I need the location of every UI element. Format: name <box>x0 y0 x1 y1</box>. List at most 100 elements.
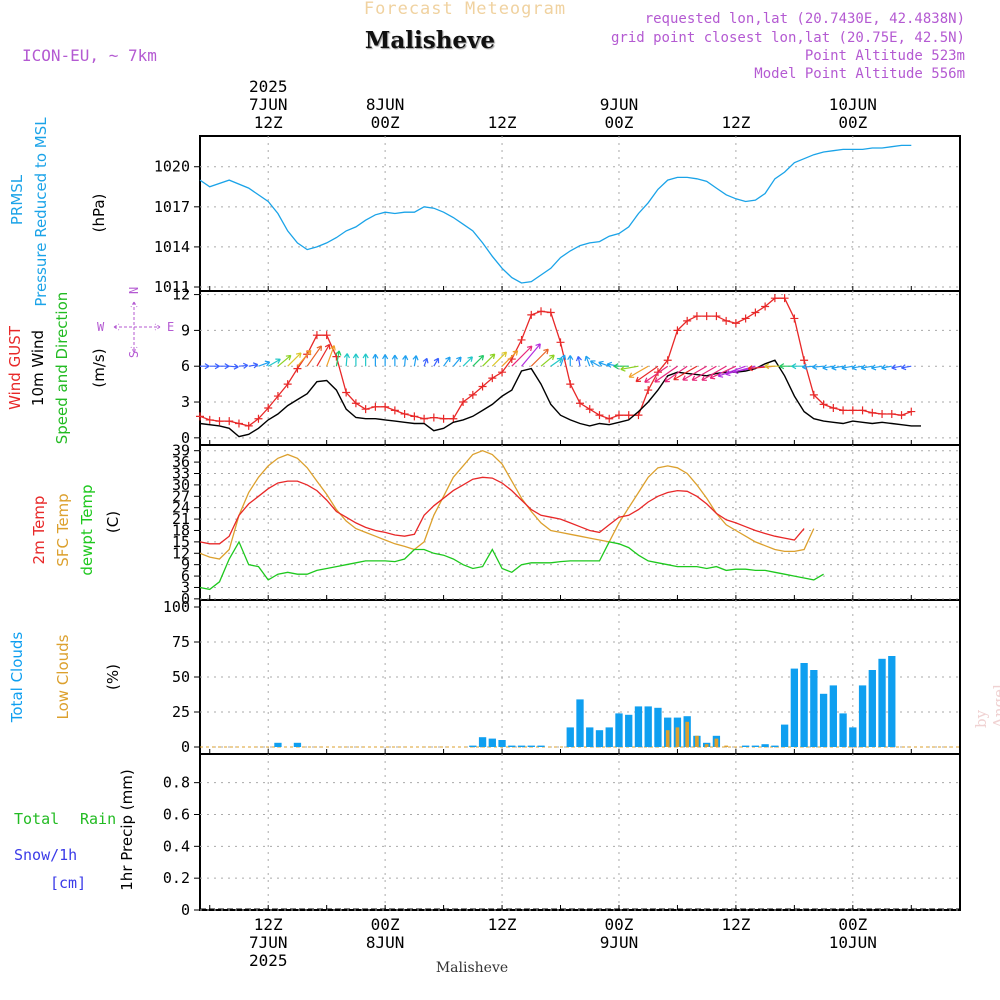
gust-marker <box>215 417 224 426</box>
total-cloud-bar <box>634 706 643 747</box>
wind-arrow <box>462 356 473 367</box>
ytick-label: 12 <box>172 286 190 304</box>
gust-marker <box>839 406 848 415</box>
total-cloud-bar <box>741 745 750 747</box>
gust-marker <box>517 335 526 344</box>
wind-arrow <box>296 349 312 367</box>
gust-marker <box>848 406 857 415</box>
wind-arrow <box>352 353 359 367</box>
compass-n: N <box>127 287 141 294</box>
total-cloud-bar <box>595 730 604 747</box>
total-cloud-bar <box>654 707 662 747</box>
wind-arrow <box>620 365 639 372</box>
low-cloud-bar <box>675 727 680 747</box>
top-time-label: 12Z <box>488 113 517 132</box>
point-altitude: Point Altitude 523m <box>805 48 965 64</box>
ytick-label: 0.4 <box>163 837 190 855</box>
top-time-label: 12Z <box>721 113 750 132</box>
wind-arrow <box>200 363 210 370</box>
grid-point-coords: grid point closest lon,lat (20.75E, 42.5… <box>611 30 965 46</box>
total-cloud-bar <box>751 745 760 747</box>
wind-arrow <box>209 363 220 370</box>
gust-marker <box>546 308 555 317</box>
wind-arrow <box>701 365 727 381</box>
gust-marker <box>556 338 565 347</box>
ytick-label: 0.8 <box>163 774 190 792</box>
total-cloud-bar <box>293 742 302 747</box>
gust-marker <box>234 419 243 428</box>
ytick-label: 36 <box>172 453 190 471</box>
total-cloud-bar <box>790 668 799 747</box>
wind-arrow <box>229 363 239 370</box>
ytick-label: 1020 <box>154 158 190 176</box>
wind-arrow <box>472 354 485 367</box>
model-label: ICON-EU, ~ 7km <box>22 46 157 65</box>
wind-arrow <box>709 365 737 380</box>
dewpoint-title: dewpt Temp <box>78 484 96 575</box>
model-altitude: Model Point Altitude 556m <box>754 66 965 82</box>
ytick-label: 18 <box>172 521 190 539</box>
panel-frames <box>199 135 961 911</box>
wind-arrow <box>316 343 331 367</box>
total-cloud-bar <box>810 670 818 747</box>
pressure-line <box>199 144 912 284</box>
gust-marker <box>244 421 253 430</box>
pressure-title-2: Pressure Reduced to MSL <box>32 117 50 307</box>
gust-marker <box>644 386 653 395</box>
wind-arrow <box>443 356 451 367</box>
total-cloud-bar <box>780 724 789 747</box>
wind-arrow <box>584 355 591 367</box>
gust-marker <box>390 406 399 415</box>
top-time-label: 10JUN <box>829 95 877 114</box>
total-cloud-bar <box>761 744 769 747</box>
wind-arrow <box>860 364 873 371</box>
wind-arrow <box>791 363 805 370</box>
total-cloud-bar <box>819 693 828 747</box>
gust-marker <box>351 399 360 408</box>
compass-rose <box>113 301 161 353</box>
gust-marker <box>459 398 468 407</box>
wind-arrow <box>452 356 462 367</box>
wind-arrow <box>901 364 912 371</box>
pressure-unit: (hPa) <box>90 194 108 233</box>
pressure-title-1: PRMSL <box>8 174 26 225</box>
total-cloud-bar <box>605 727 613 747</box>
wind-arrow <box>335 350 342 367</box>
ytick-label: 0.2 <box>163 869 190 887</box>
wind-arrow <box>831 364 844 371</box>
bottom-time-label: 12Z <box>254 915 283 934</box>
ytick-label: 1014 <box>154 238 190 256</box>
gust-marker <box>342 388 351 397</box>
bottom-time-label: 2025 <box>249 951 288 970</box>
ytick-label: 25 <box>172 703 190 721</box>
compass-s: S <box>127 351 141 358</box>
ytick-label: 1017 <box>154 198 190 216</box>
ytick-label: 75 <box>172 633 190 651</box>
wind-arrow <box>372 353 379 367</box>
bottom-time-label: 00Z <box>371 915 400 934</box>
gust-marker <box>264 403 273 412</box>
gust-marker <box>673 326 682 335</box>
bottom-time-label: 10JUN <box>829 933 877 952</box>
gust-marker <box>595 411 604 420</box>
ytick-label: 0 <box>181 901 190 919</box>
gust-marker <box>731 319 740 328</box>
sfc-temp-title: SFC Temp <box>54 493 72 566</box>
wind-arrow <box>433 357 440 367</box>
wind-arrow <box>567 355 574 367</box>
wind-arrow <box>402 355 409 367</box>
ytick-label: 30 <box>172 476 190 494</box>
compass-e: E <box>167 320 174 334</box>
gust-marker <box>663 356 672 365</box>
total-cloud-bar <box>888 656 896 747</box>
wind-unit: (m/s) <box>90 348 108 387</box>
total-cloud-bar <box>274 742 282 747</box>
gust-marker <box>361 405 370 414</box>
wind-arrow <box>491 351 508 367</box>
wind-arrow <box>822 364 834 371</box>
wind-arrow <box>891 364 902 371</box>
ytick-label: 3 <box>181 393 190 411</box>
wind-arrow <box>812 363 824 370</box>
total-cloud-bar <box>858 685 867 747</box>
gust-marker <box>741 314 750 323</box>
